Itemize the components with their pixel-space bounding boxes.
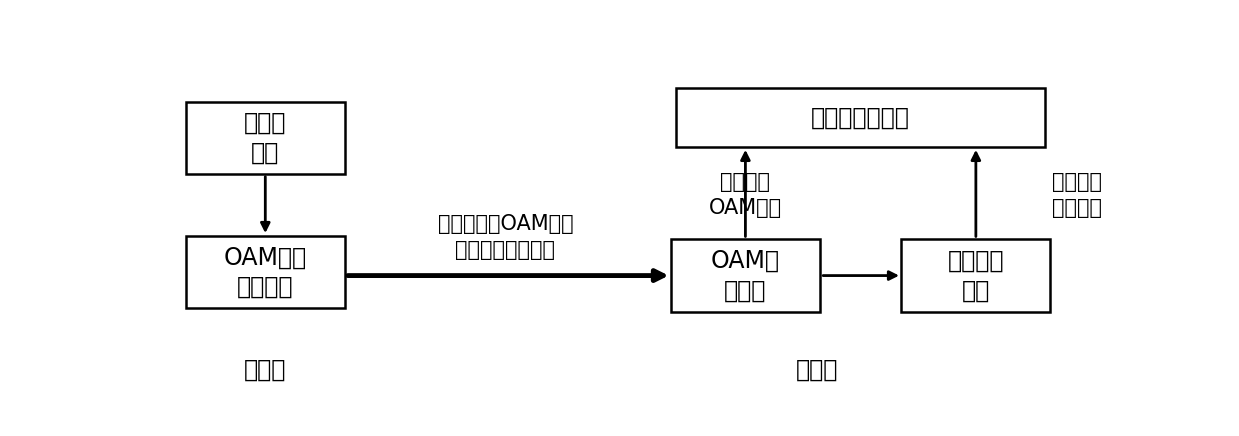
- Text: 接收端: 接收端: [797, 358, 839, 382]
- Text: 检测后的
OAM模式: 检测后的 OAM模式: [709, 172, 782, 218]
- Bar: [675, 89, 1046, 147]
- Bar: [672, 239, 820, 312]
- Text: OAM模式
调制映射: OAM模式 调制映射: [224, 245, 307, 299]
- Text: 发射端: 发射端: [244, 358, 286, 382]
- Text: 完整的接收信息: 完整的接收信息: [812, 106, 911, 130]
- Bar: [186, 102, 344, 174]
- Bar: [902, 239, 1051, 312]
- Text: 数字调制
解调: 数字调制 解调: [948, 249, 1004, 303]
- Bar: [186, 236, 344, 308]
- Text: OAM模
式检测: OAM模 式检测: [711, 249, 779, 303]
- Text: 待发送
信息: 待发送 信息: [244, 111, 286, 165]
- Text: 解调后的
数字符号: 解调后的 数字符号: [1052, 172, 1101, 218]
- Text: 选定模式的OAM信号
传输数字调制符号: 选定模式的OAM信号 传输数字调制符号: [437, 214, 574, 260]
